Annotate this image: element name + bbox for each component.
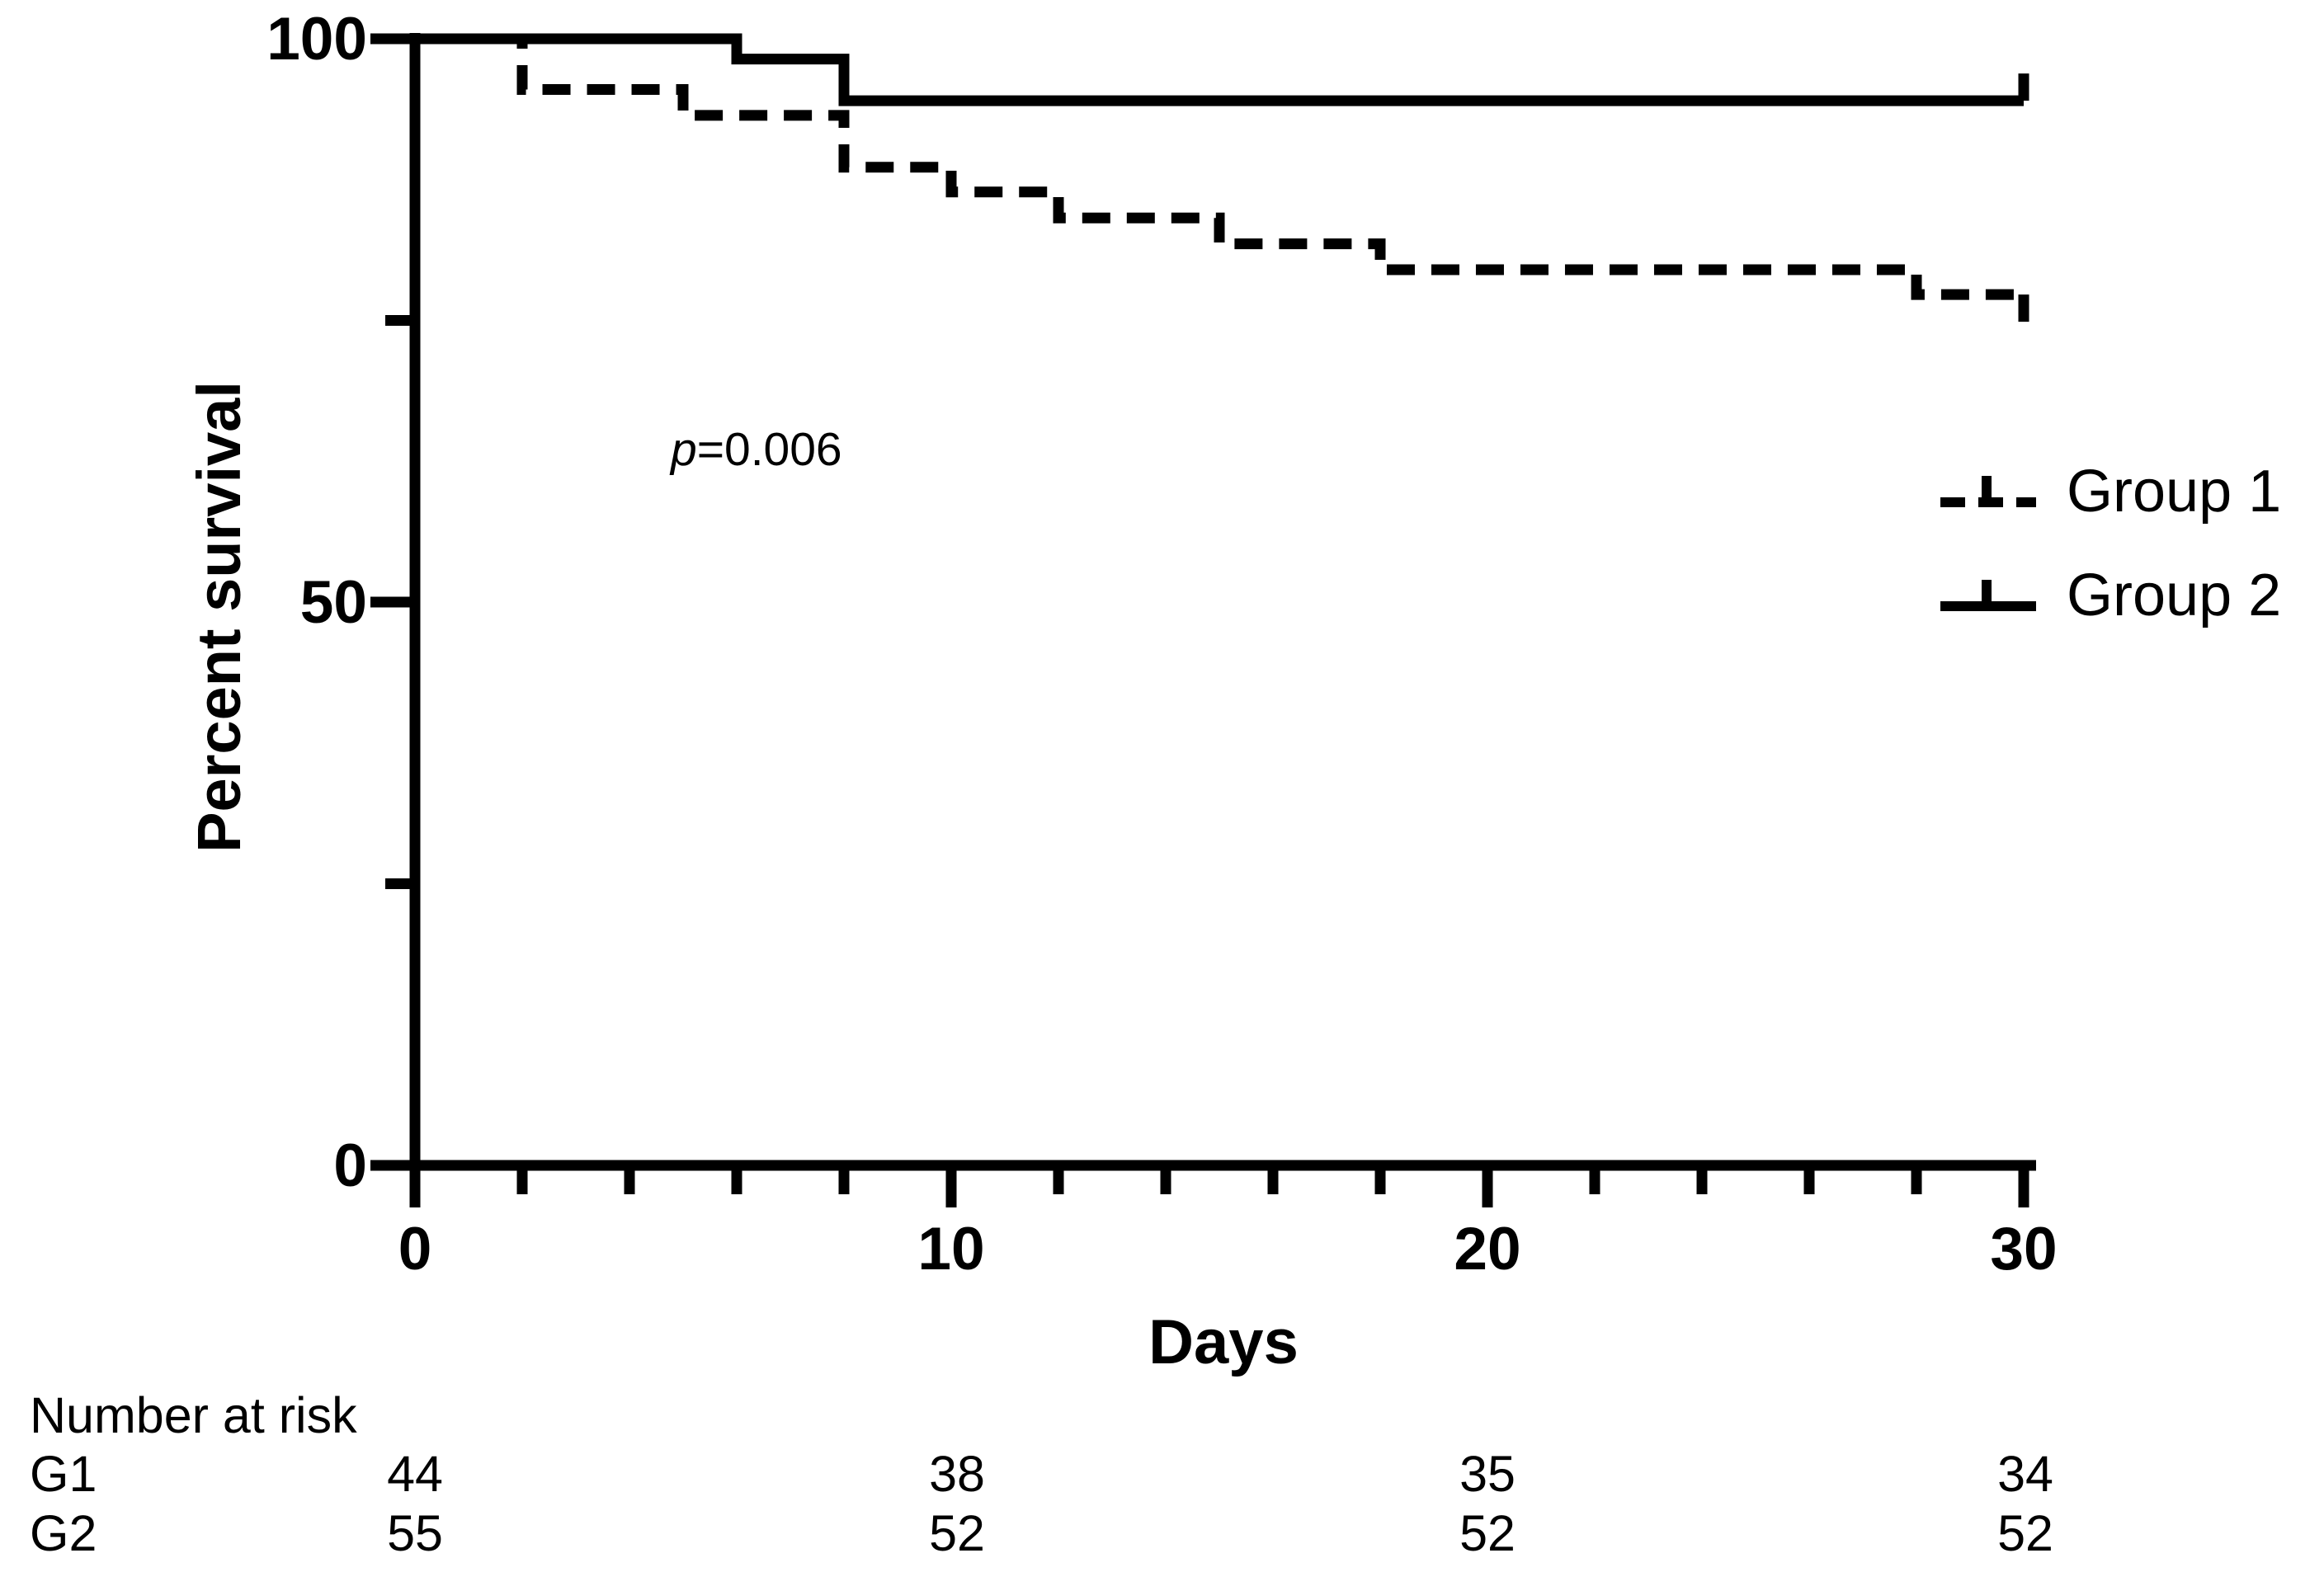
legend-marker-group2 [1939,575,2038,620]
solid-line-censor-icon [1940,580,2036,611]
risk-cell-g2-d10: 52 [929,1505,985,1561]
x-tick-label-0: 0 [398,1216,432,1283]
x-tick-label-10: 10 [917,1216,985,1283]
x-axis-title: Days [1148,1307,1299,1377]
risk-cell-g1-d0: 44 [387,1446,443,1502]
y-tick-label-50: 50 [299,569,367,636]
legend-label-group2: Group 2 [2067,562,2282,628]
x-tick-label-20: 20 [1454,1216,1521,1283]
legend-label-group1: Group 1 [2067,459,2282,525]
risk-cell-g2-d30: 52 [1997,1505,2053,1561]
x-tick-label-30: 30 [1990,1216,2058,1283]
risk-cell-g1-d20: 35 [1459,1446,1516,1502]
p-value-annotation: p=0.006 [671,421,842,478]
group-1-curve [415,33,2029,321]
p-symbol: p [671,423,697,476]
dashed-line-censor-icon [1940,476,2036,507]
y-axis-title: Percent survival [185,381,253,853]
p-value-text: =0.006 [696,423,842,476]
risk-cell-g1-d10: 38 [929,1446,985,1502]
risk-cell-g2-d20: 52 [1459,1505,1516,1561]
risk-cell-g2-d0: 55 [387,1505,443,1561]
risk-row-label-g1: G1 [30,1446,97,1502]
risk-row-label-g2: G2 [30,1505,97,1561]
y-tick-label-100: 100 [266,6,367,73]
risk-table-title: Number at risk [30,1387,357,1443]
y-tick-label-0: 0 [333,1132,367,1199]
risk-cell-g1-d30: 34 [1997,1446,2053,1502]
legend-marker-group1 [1939,471,2038,516]
group-2-curve [415,33,2024,106]
